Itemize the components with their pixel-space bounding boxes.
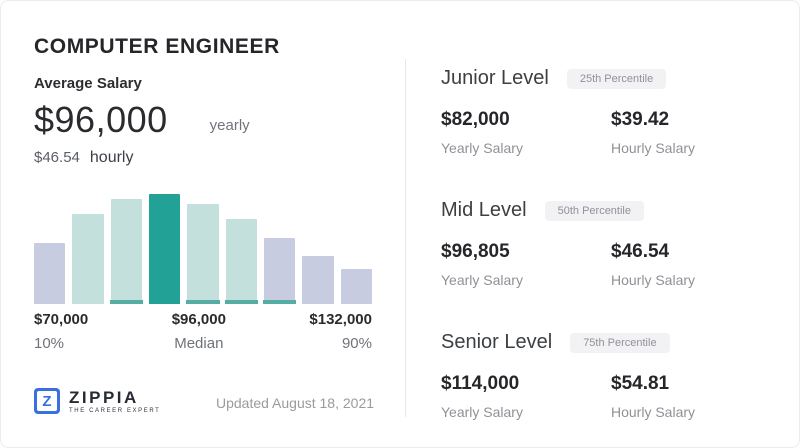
zippia-z-glyph: Z <box>37 391 57 411</box>
histogram-bar <box>340 269 372 304</box>
hourly-label: Hourly Salary <box>611 140 696 156</box>
histogram-bar-base-strip <box>186 300 220 304</box>
level-values: $114,000 Yearly Salary $54.81 Hourly Sal… <box>441 373 781 420</box>
hourly-value: $46.54 <box>611 241 670 262</box>
hourly-salary-value: $46.54 <box>34 149 80 166</box>
level-values: $96,805 Yearly Salary $46.54 Hourly Sala… <box>441 241 781 288</box>
histogram-bar <box>109 199 143 304</box>
hourly-column: $46.54 Hourly Salary <box>611 241 781 288</box>
histogram-bar-base-strip <box>224 300 258 304</box>
yearly-salary-value: $96,000 <box>34 99 168 140</box>
histogram-axis-labels: $70,000 10% $96,000 Median $132,000 90% <box>34 311 372 352</box>
hourly-value: $54.81 <box>611 373 670 394</box>
axis-tick-10th: $70,000 10% <box>34 311 88 352</box>
histogram-bar <box>302 256 334 304</box>
tick-value: $96,000 <box>171 311 226 328</box>
histogram-bar <box>224 219 258 304</box>
hourly-label: Hourly Salary <box>611 404 696 420</box>
histogram-bar <box>34 243 66 304</box>
level-row-junior: Junior Level 25th Percentile $82,000 Yea… <box>441 67 781 156</box>
histogram-bar-base-strip <box>109 300 143 304</box>
percentile-badge: 75th Percentile <box>570 332 670 353</box>
zippia-logo-text: ZIPPIA THE CAREER EXPERT <box>69 389 160 414</box>
zippia-tagline: THE CAREER EXPERT <box>69 407 161 414</box>
zippia-logo[interactable]: Z ZIPPIA THE CAREER EXPERT <box>34 388 160 414</box>
hourly-value: $39.42 <box>611 109 670 130</box>
yearly-value: $82,000 <box>441 109 510 130</box>
axis-tick-90th: $132,000 90% <box>309 311 372 352</box>
level-name: Mid Level <box>441 199 527 221</box>
hourly-label: Hourly Salary <box>611 272 696 288</box>
salary-histogram <box>34 193 372 304</box>
vertical-divider <box>405 59 406 417</box>
yearly-column: $114,000 Yearly Salary <box>441 373 611 420</box>
level-row-mid: Mid Level 50th Percentile $96,805 Yearly… <box>441 199 781 288</box>
tick-label: Median <box>174 335 224 352</box>
zippia-logo-icon: Z <box>34 388 60 414</box>
tick-value: $132,000 <box>309 311 372 328</box>
level-name: Senior Level <box>441 331 553 353</box>
level-header: Junior Level 25th Percentile <box>441 67 781 90</box>
yearly-value: $96,805 <box>441 241 510 262</box>
hourly-salary-unit: hourly <box>89 149 134 166</box>
percentile-badge: 25th Percentile <box>566 68 667 89</box>
yearly-label: Yearly Salary <box>441 272 523 288</box>
page-title: COMPUTER ENGINEER <box>34 35 280 58</box>
level-values: $82,000 Yearly Salary $39.42 Hourly Sala… <box>441 109 781 156</box>
updated-date: Updated August 18, 2021 <box>216 395 375 411</box>
histogram-bar <box>186 204 220 304</box>
tick-value: $70,000 <box>34 311 89 328</box>
yearly-label: Yearly Salary <box>441 140 523 156</box>
level-row-senior: Senior Level 75th Percentile $114,000 Ye… <box>441 331 781 420</box>
tick-label: 90% <box>341 335 372 352</box>
average-salary-label: Average Salary <box>34 75 142 92</box>
histogram-bar <box>148 194 181 304</box>
yearly-value: $114,000 <box>441 373 520 394</box>
level-name: Junior Level <box>441 67 549 89</box>
histogram-bar <box>72 214 104 304</box>
histogram-bar <box>262 238 297 304</box>
yearly-column: $82,000 Yearly Salary <box>441 109 611 156</box>
axis-tick-median: $96,000 Median <box>172 311 226 352</box>
histogram-bar-base-strip <box>262 300 297 304</box>
hourly-column: $39.42 Hourly Salary <box>611 109 781 156</box>
average-salary-yearly: $96,000 yearly <box>34 99 250 141</box>
level-header: Senior Level 75th Percentile <box>441 331 781 354</box>
zippia-brand-name: ZIPPIA <box>69 387 139 407</box>
hourly-column: $54.81 Hourly Salary <box>611 373 781 420</box>
yearly-salary-unit: yearly <box>209 117 250 134</box>
percentile-badge: 50th Percentile <box>544 200 644 221</box>
yearly-column: $96,805 Yearly Salary <box>441 241 611 288</box>
level-header: Mid Level 50th Percentile <box>441 199 781 222</box>
tick-label: 10% <box>34 335 65 352</box>
average-salary-hourly: $46.54 hourly <box>34 149 133 167</box>
yearly-label: Yearly Salary <box>441 404 523 420</box>
